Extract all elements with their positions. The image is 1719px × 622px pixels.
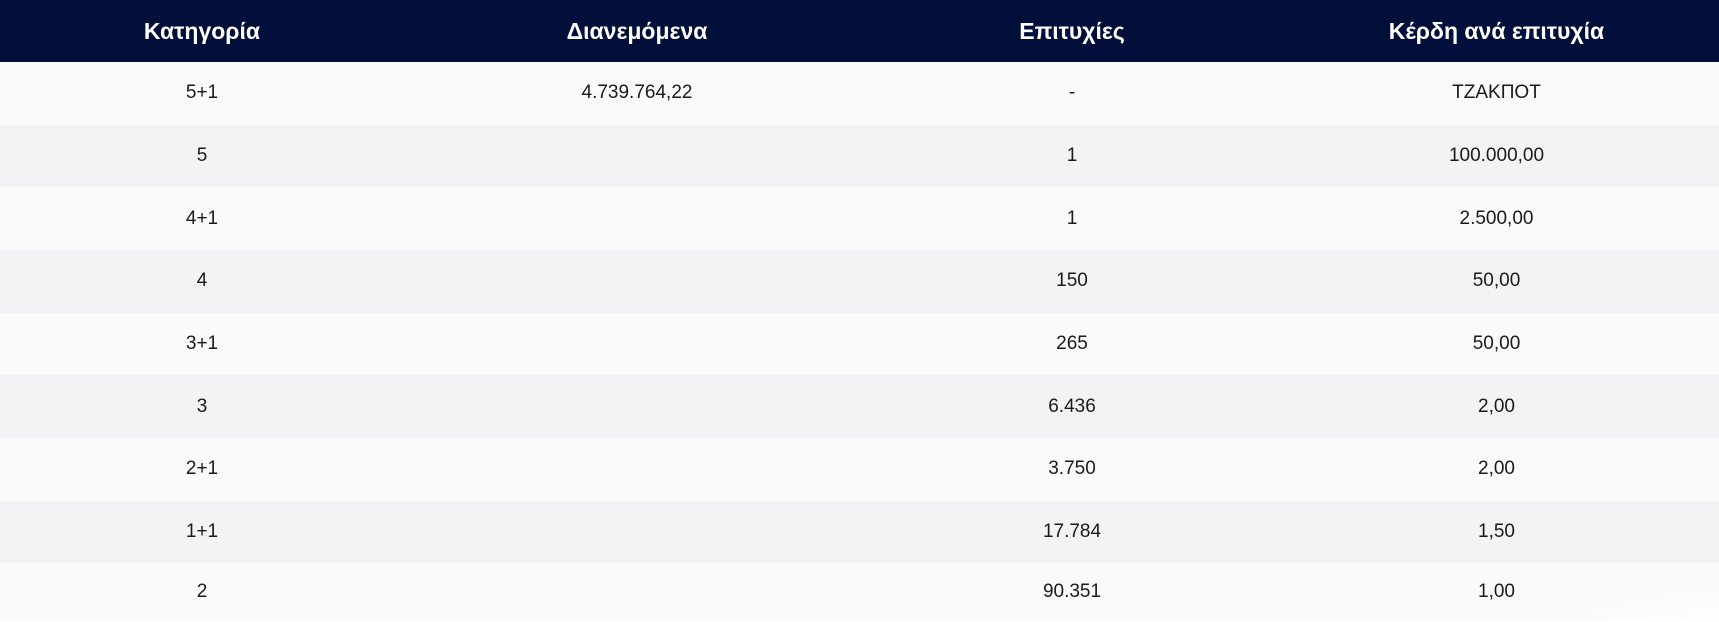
cell-prize: 2.500,00 (1459, 207, 1534, 229)
cell-winners: 90.351 (1042, 581, 1102, 603)
cell-prize: 1,00 (1478, 581, 1515, 603)
table-row: 3+1 265 50,00 (0, 312, 1719, 376)
cell-distributed (404, 250, 870, 313)
cell-distributed (404, 375, 870, 438)
table-row: 4 150 50,00 (0, 249, 1719, 313)
table-row: 2+1 3.750 2,00 (0, 437, 1719, 501)
cell-winners: 1 (1066, 207, 1078, 229)
cell-prize: 1,50 (1478, 520, 1515, 542)
cell-distributed (404, 125, 870, 188)
header-distributed: Διανεμόμενα (566, 17, 708, 44)
cell-distributed (404, 313, 870, 376)
cell-distributed (404, 187, 870, 250)
cell-category: 1+1 (185, 520, 219, 542)
table-row: 5 1 100.000,00 (0, 124, 1719, 188)
cell-category: 4 (196, 270, 208, 292)
header-row: Κατηγορία Διανεμόμενα Επιτυχίες Κέρδη αν… (0, 0, 1719, 62)
cell-winners: 150 (1056, 270, 1088, 292)
table-row: 2 90.351 1,00 (0, 563, 1719, 622)
cell-category: 4+1 (185, 207, 219, 229)
cell-category: 3+1 (185, 332, 219, 354)
cell-winners: 265 (1056, 332, 1088, 354)
cell-prize: 100.000,00 (1448, 144, 1545, 166)
header-prize-per-winner: Κέρδη ανά επιτυχία (1388, 17, 1605, 44)
cell-prize: ΤΖΑΚΠΟΤ (1452, 82, 1541, 104)
cell-winners: 3.750 (1048, 458, 1096, 480)
table-row: 1+1 17.784 1,50 (0, 500, 1719, 564)
cell-distributed (404, 438, 870, 501)
header-winners: Επιτυχίες (1019, 17, 1125, 44)
table-header: Κατηγορία Διανεμόμενα Επιτυχίες Κέρδη αν… (0, 0, 1719, 62)
table-row: 3 6.436 2,00 (0, 375, 1719, 438)
table-row: 4+1 1 2.500,00 (0, 187, 1719, 250)
cell-winners: - (1068, 82, 1076, 104)
cell-distributed (404, 501, 870, 564)
cell-winners: 17.784 (1042, 520, 1102, 542)
cell-category: 2 (196, 581, 208, 603)
table-body: 5+1 4.739.764,22 - ΤΖΑΚΠΟΤ 5 1 100.000,0… (0, 62, 1719, 622)
header-category: Κατηγορία (143, 17, 261, 44)
cell-category: 5 (196, 144, 208, 166)
cell-category: 3 (196, 395, 208, 417)
cell-category: 5+1 (185, 82, 219, 104)
cell-distributed: 4.739.764,22 (581, 82, 693, 104)
table-row: 5+1 4.739.764,22 - ΤΖΑΚΠΟΤ (0, 62, 1719, 125)
cell-winners: 1 (1066, 144, 1078, 166)
cell-prize: 50,00 (1472, 270, 1521, 292)
cell-prize: 2,00 (1478, 395, 1515, 417)
cell-prize: 2,00 (1478, 458, 1515, 480)
cell-distributed (404, 563, 870, 621)
cell-winners: 6.436 (1048, 395, 1096, 417)
cell-category: 2+1 (185, 458, 219, 480)
cell-prize: 50,00 (1472, 332, 1521, 354)
